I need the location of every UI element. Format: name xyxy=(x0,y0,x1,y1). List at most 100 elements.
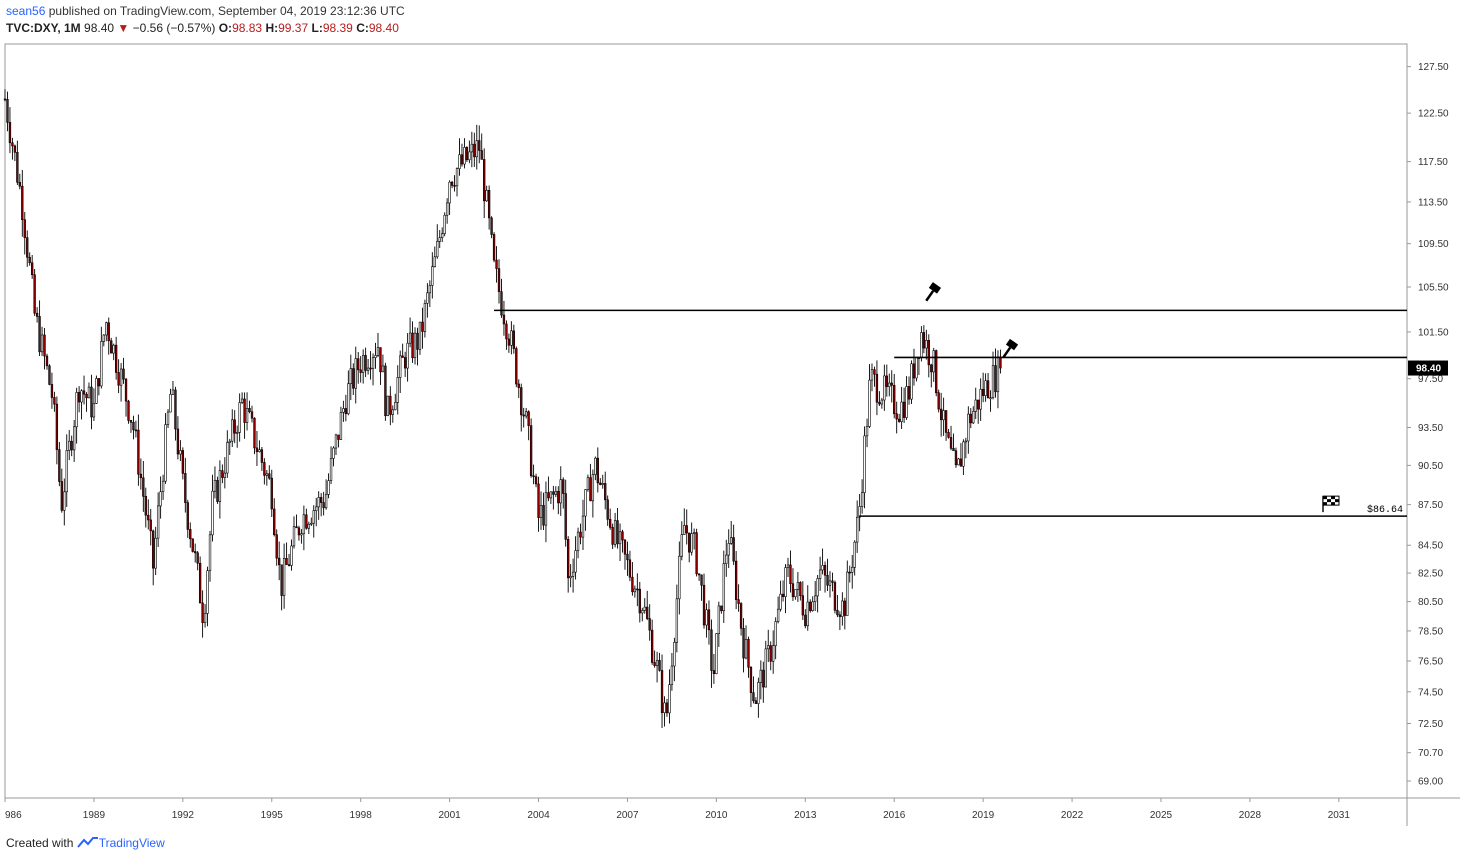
candle-body xyxy=(613,520,617,545)
symbol-name[interactable]: TVC:DXY, 1M xyxy=(6,21,81,35)
annotation-icons[interactable] xyxy=(922,282,1019,360)
candle-body xyxy=(344,408,348,415)
candle-body xyxy=(206,570,209,614)
candle-body xyxy=(737,599,740,604)
candle-body xyxy=(213,480,217,492)
candle-body xyxy=(196,552,199,564)
candle-body xyxy=(352,368,355,389)
candle-body xyxy=(752,692,755,702)
candle-body xyxy=(43,334,46,357)
candle-body xyxy=(655,660,659,666)
candle-body xyxy=(851,567,854,573)
candle-body xyxy=(72,426,76,451)
candle-body xyxy=(263,462,266,476)
candle-body xyxy=(305,514,308,529)
time-axis[interactable]: 986 1989 1992 1995 1998 2001 2004 2007 2010 2013 2… xyxy=(4,798,1350,821)
candle-body xyxy=(381,365,385,373)
candle-body xyxy=(45,355,49,367)
candle-body xyxy=(823,565,827,576)
candle-body xyxy=(478,140,481,151)
candle-body xyxy=(16,152,19,183)
candle-body xyxy=(50,384,54,398)
candle-body xyxy=(119,368,123,386)
candle-body xyxy=(720,605,723,612)
candle-body xyxy=(534,476,538,485)
candle-body xyxy=(599,482,602,485)
candle-body xyxy=(616,520,619,545)
candle-body xyxy=(596,457,599,484)
candle-body xyxy=(483,159,486,202)
candle-body xyxy=(949,437,953,449)
candle-body xyxy=(586,477,590,490)
y-tick-label: 76.50 xyxy=(1418,656,1443,667)
candle-body xyxy=(38,316,41,353)
y-tick-label: 80.50 xyxy=(1418,597,1443,608)
candle-body xyxy=(347,383,350,415)
candle-body xyxy=(92,403,96,418)
candle-body xyxy=(804,614,807,627)
candle-body xyxy=(475,140,478,158)
candle-body xyxy=(401,355,404,358)
candle-body xyxy=(910,363,913,400)
candle-body xyxy=(275,534,278,559)
candle-body xyxy=(670,665,674,685)
candle-body xyxy=(856,516,859,543)
candle-body xyxy=(396,377,399,403)
candle-body xyxy=(194,551,197,554)
candle-body xyxy=(707,609,711,631)
candle-body xyxy=(107,322,110,342)
candle-body xyxy=(240,398,244,403)
candle-body xyxy=(428,285,432,294)
candle-body xyxy=(112,344,115,354)
candle-body xyxy=(223,472,226,478)
candle-body xyxy=(290,545,293,566)
candle-body xyxy=(13,145,17,153)
candle-body xyxy=(712,670,716,674)
candle-body xyxy=(695,532,698,575)
candle-body xyxy=(169,393,172,413)
candle-body xyxy=(458,154,461,170)
candle-body xyxy=(962,441,965,467)
candle-body xyxy=(33,274,36,314)
gavel-icon[interactable] xyxy=(999,338,1019,360)
publish-info: sean56 published on TradingView.com, Sep… xyxy=(6,4,405,18)
candle-body xyxy=(411,332,414,359)
candle-body xyxy=(984,380,987,396)
candle-body xyxy=(972,411,975,424)
candle-body xyxy=(441,233,444,238)
tradingview-link[interactable]: TradingView xyxy=(98,836,165,850)
candle-body xyxy=(152,530,155,569)
candle-body xyxy=(40,334,44,353)
annotation-lines[interactable]: $86.64 xyxy=(494,309,1407,517)
candle-body xyxy=(641,610,644,614)
candle-body xyxy=(697,573,701,576)
candle-body xyxy=(544,492,548,526)
candle-body xyxy=(754,700,758,704)
candle-body xyxy=(947,432,950,438)
candle-body xyxy=(495,259,498,269)
candle-body xyxy=(878,401,881,405)
gavel-icon[interactable] xyxy=(922,282,942,303)
candle-body xyxy=(384,365,387,417)
candle-body xyxy=(406,342,409,369)
candle-body xyxy=(176,428,180,455)
candle-body xyxy=(102,334,105,342)
candle-body xyxy=(245,408,249,423)
author-link[interactable]: sean56 xyxy=(6,4,46,18)
candle-body xyxy=(942,410,945,421)
candle-body xyxy=(594,457,597,475)
candle-body xyxy=(171,389,175,395)
candle-body xyxy=(762,669,765,688)
candle-body xyxy=(260,449,264,463)
candle-body xyxy=(779,593,782,610)
last-price-label: 98.40 xyxy=(1408,360,1448,376)
candle-body xyxy=(487,190,491,219)
candle-body xyxy=(75,392,78,428)
candle-body xyxy=(529,425,533,477)
candle-body xyxy=(643,606,646,611)
candle-body xyxy=(816,578,819,597)
price-axis[interactable]: 127.50 122.50 117.50 113.50 109.50 105.50 101.… xyxy=(1407,62,1449,788)
candle-body xyxy=(144,496,147,516)
candle-body xyxy=(618,531,622,545)
